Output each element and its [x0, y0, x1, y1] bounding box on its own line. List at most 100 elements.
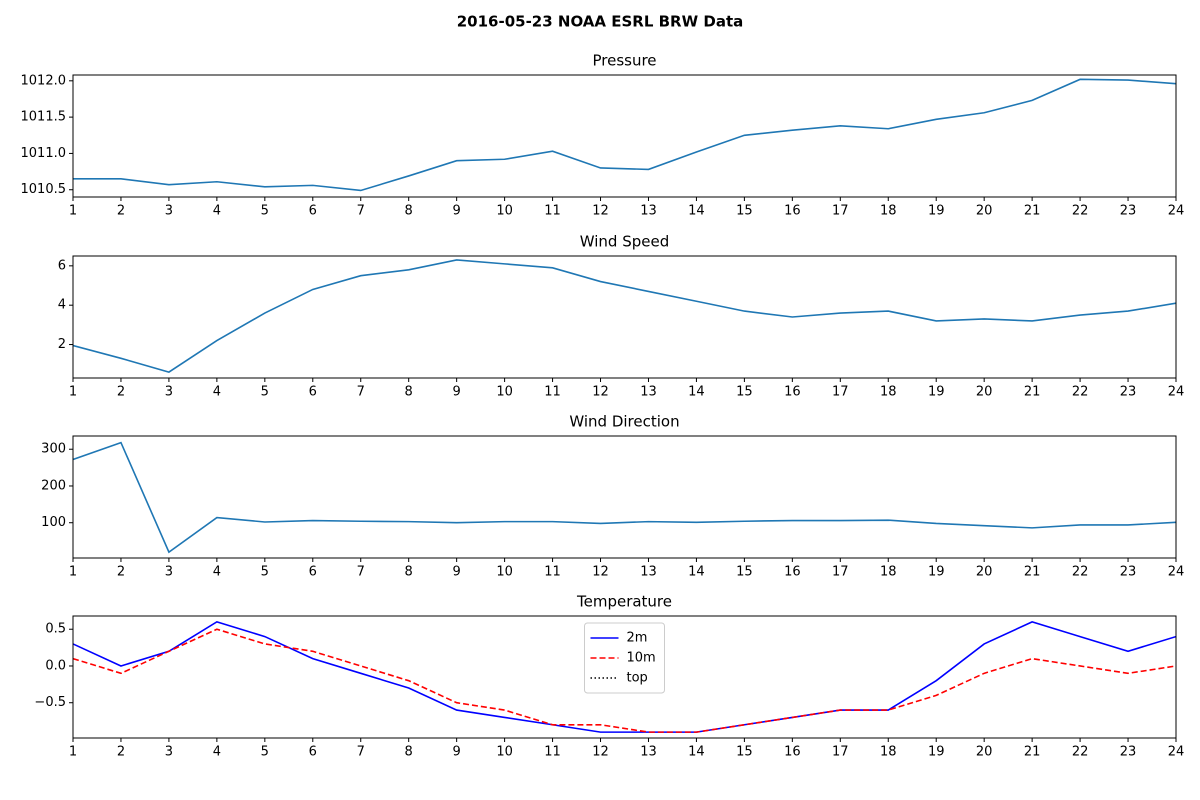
x-tick-label: 4 — [213, 745, 221, 760]
x-tick-label: 5 — [261, 745, 269, 760]
x-tick-label: 19 — [928, 204, 945, 219]
x-tick-label: 21 — [1024, 745, 1041, 760]
x-tick-label: 12 — [592, 565, 609, 580]
x-tick-label: 20 — [976, 745, 993, 760]
x-tick-label: 6 — [309, 385, 317, 400]
x-tick-label: 19 — [928, 565, 945, 580]
x-tick-label: 13 — [640, 204, 657, 219]
x-tick-label: 23 — [1120, 745, 1137, 760]
x-tick-label: 4 — [213, 385, 221, 400]
x-tick-label: 17 — [832, 385, 849, 400]
x-tick-label: 9 — [453, 385, 461, 400]
x-tick-label: 14 — [688, 204, 705, 219]
x-tick-label: 16 — [784, 385, 801, 400]
x-tick-label: 20 — [976, 565, 993, 580]
x-tick-label: 10 — [496, 565, 513, 580]
x-tick-label: 21 — [1024, 385, 1041, 400]
plot-frame — [72, 435, 1177, 559]
x-tick-label: 7 — [357, 745, 365, 760]
x-tick-label: 17 — [832, 565, 849, 580]
x-tick-label: 4 — [213, 565, 221, 580]
x-tick-label: 24 — [1168, 385, 1185, 400]
x-tick-label: 11 — [544, 565, 561, 580]
x-tick-label: 13 — [640, 565, 657, 580]
x-tick-label: 3 — [165, 385, 173, 400]
panel-title: Wind Direction — [569, 413, 679, 431]
x-tick-label: 13 — [640, 745, 657, 760]
x-tick-label: 6 — [309, 204, 317, 219]
x-tick-label: 17 — [832, 204, 849, 219]
x-tick-label: 10 — [496, 745, 513, 760]
legend-label: top — [627, 671, 648, 686]
x-tick-label: 23 — [1120, 565, 1137, 580]
x-tick-label: 15 — [736, 565, 753, 580]
panel-title: Wind Speed — [580, 233, 670, 251]
x-tick-label: 23 — [1120, 385, 1137, 400]
x-tick-label: 20 — [976, 204, 993, 219]
x-tick-label: 9 — [453, 745, 461, 760]
x-tick-label: 15 — [736, 745, 753, 760]
y-tick-label: −0.5 — [34, 695, 66, 710]
x-tick-label: 24 — [1168, 745, 1185, 760]
legend-box — [584, 622, 665, 694]
x-tick-label: 21 — [1024, 565, 1041, 580]
x-tick-label: 8 — [405, 204, 413, 219]
panel-title: Pressure — [592, 52, 656, 70]
x-tick-label: 24 — [1168, 204, 1185, 219]
y-tick-label: 1010.5 — [21, 182, 67, 197]
data-line — [73, 621, 1176, 733]
x-tick-label: 1 — [69, 385, 77, 400]
x-tick-label: 15 — [736, 385, 753, 400]
x-tick-label: 6 — [309, 565, 317, 580]
y-tick-label: 200 — [41, 478, 66, 493]
x-tick-label: 24 — [1168, 565, 1185, 580]
x-tick-label: 9 — [453, 565, 461, 580]
x-tick-label: 12 — [592, 745, 609, 760]
x-tick-label: 13 — [640, 385, 657, 400]
y-tick-label: 1011.0 — [21, 146, 67, 161]
x-tick-label: 15 — [736, 204, 753, 219]
x-tick-label: 22 — [1072, 204, 1089, 219]
x-tick-label: 14 — [688, 565, 705, 580]
x-tick-label: 3 — [165, 745, 173, 760]
x-tick-label: 19 — [928, 385, 945, 400]
x-tick-label: 16 — [784, 565, 801, 580]
x-tick-label: 16 — [784, 745, 801, 760]
x-tick-label: 5 — [261, 385, 269, 400]
x-tick-label: 1 — [69, 204, 77, 219]
y-tick-label: 4 — [58, 298, 66, 313]
x-tick-label: 8 — [405, 565, 413, 580]
x-tick-label: 3 — [165, 204, 173, 219]
x-tick-label: 12 — [592, 204, 609, 219]
x-tick-label: 20 — [976, 385, 993, 400]
data-line — [73, 628, 1176, 733]
x-tick-label: 21 — [1024, 204, 1041, 219]
data-line — [73, 441, 1176, 554]
x-tick-label: 10 — [496, 385, 513, 400]
x-tick-label: 2 — [117, 204, 125, 219]
x-tick-label: 4 — [213, 204, 221, 219]
x-tick-label: 7 — [357, 565, 365, 580]
x-tick-label: 6 — [309, 745, 317, 760]
x-tick-label: 17 — [832, 745, 849, 760]
y-tick-label: 100 — [41, 515, 66, 530]
plot-frame — [72, 615, 1177, 739]
x-tick-label: 9 — [453, 204, 461, 219]
x-tick-label: 22 — [1072, 745, 1089, 760]
x-tick-label: 11 — [544, 204, 561, 219]
y-tick-label: 1011.5 — [21, 110, 67, 125]
data-line — [73, 259, 1176, 373]
x-tick-label: 19 — [928, 745, 945, 760]
x-tick-label: 11 — [544, 385, 561, 400]
x-tick-label: 2 — [117, 745, 125, 760]
x-tick-label: 16 — [784, 204, 801, 219]
y-tick-label: 6 — [58, 258, 66, 273]
x-tick-label: 14 — [688, 745, 705, 760]
x-tick-label: 11 — [544, 745, 561, 760]
x-tick-label: 12 — [592, 385, 609, 400]
plot-frame — [72, 74, 1177, 198]
x-tick-label: 10 — [496, 204, 513, 219]
x-tick-label: 1 — [69, 745, 77, 760]
x-tick-label: 2 — [117, 565, 125, 580]
x-tick-label: 8 — [405, 385, 413, 400]
